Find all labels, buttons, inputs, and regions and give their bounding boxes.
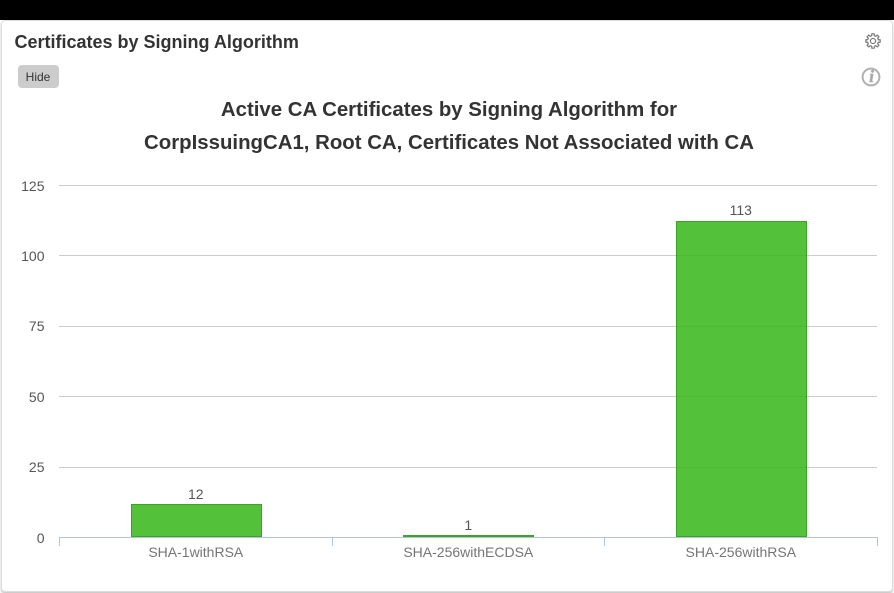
- svg-text:i: i: [869, 67, 874, 86]
